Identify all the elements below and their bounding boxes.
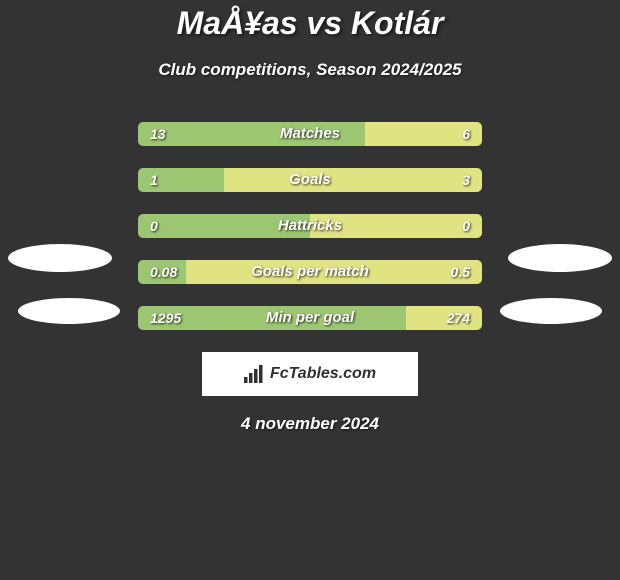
stat-value-left: 0 — [150, 214, 158, 238]
brand-logo[interactable]: FcTables.com — [202, 352, 418, 396]
player-avatar-left-2 — [18, 298, 120, 324]
stat-value-left: 0.08 — [150, 260, 177, 284]
stat-value-right: 0.5 — [451, 260, 470, 284]
brand-text: FcTables.com — [270, 365, 376, 383]
stat-label: Hattricks — [138, 214, 482, 238]
stat-value-right: 6 — [462, 122, 470, 146]
chart-icon — [244, 365, 264, 383]
stat-row: Min per goal1295 274 — [138, 306, 482, 330]
date-text: 4 november 2024 — [0, 414, 620, 434]
player-avatar-left-1 — [8, 244, 112, 272]
stat-value-left: 13 — [150, 122, 166, 146]
stat-label: Goals — [138, 168, 482, 192]
stat-row: Hattricks0 0 — [138, 214, 482, 238]
subtitle: Club competitions, Season 2024/2025 — [0, 60, 620, 80]
stat-value-left: 1295 — [150, 306, 181, 330]
stats-area: Matches136Goals13Hattricks00Goals per ma… — [0, 122, 620, 330]
player-avatar-right-2 — [500, 298, 602, 324]
stat-label: Matches — [138, 122, 482, 146]
page-title: MaÅ¥as vs Kotlár — [0, 5, 620, 42]
stat-row: Goals per match0.08 0.5 — [138, 260, 482, 284]
stat-label: Min per goal — [138, 306, 482, 330]
stat-label: Goals per match — [138, 260, 482, 284]
stat-row: Goals1 3 — [138, 168, 482, 192]
stat-row: Matches13 6 — [138, 122, 482, 146]
stat-value-left: 1 — [150, 168, 158, 192]
main-container: MaÅ¥as vs Kotlár Club competitions, Seas… — [0, 0, 620, 434]
stat-value-right: 274 — [447, 306, 470, 330]
player-avatar-right-1 — [508, 244, 612, 272]
stat-value-right: 0 — [462, 214, 470, 238]
stat-value-right: 3 — [462, 168, 470, 192]
